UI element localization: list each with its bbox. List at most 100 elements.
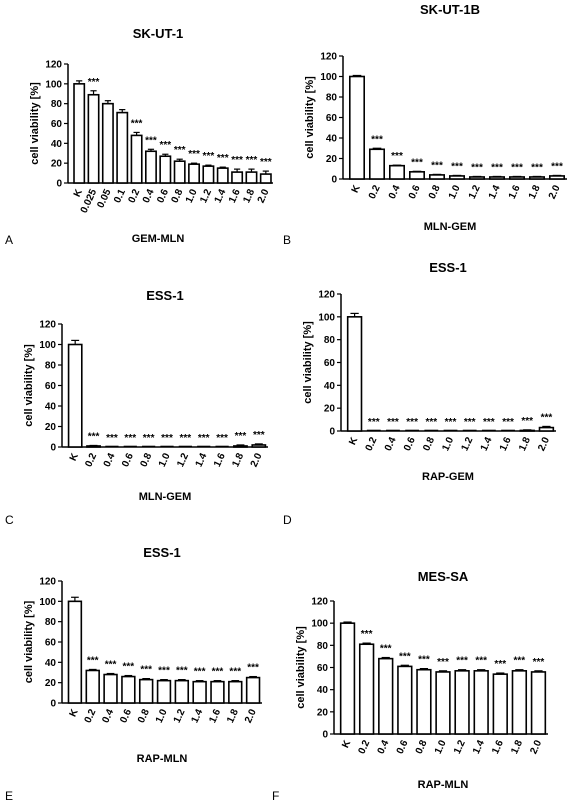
x-tick-label: 0.8 xyxy=(139,451,155,469)
bar-0.1 xyxy=(116,111,129,184)
x-tick-label: 0.4 xyxy=(141,187,157,205)
bar-1.0 xyxy=(156,679,172,704)
x-tick-label: 2.0 xyxy=(547,183,563,201)
panel-letter: F xyxy=(272,789,279,803)
bar-0.6 xyxy=(408,171,425,180)
bar-2.0 xyxy=(259,173,272,184)
x-tick-label: 0.4 xyxy=(387,183,403,201)
x-tick-label: 1.0 xyxy=(440,435,456,453)
x-axis-label: RAP-MLN xyxy=(418,779,469,791)
significance-label: *** xyxy=(451,161,463,172)
significance-label: *** xyxy=(180,433,192,444)
bar-2.0 xyxy=(251,444,267,448)
significance-label: *** xyxy=(158,666,170,677)
significance-label: *** xyxy=(231,155,243,166)
significance-label: *** xyxy=(131,118,143,129)
significance-label: *** xyxy=(198,433,210,444)
panel-letter: E xyxy=(5,789,13,803)
y-tick-label: 20 xyxy=(317,707,329,718)
chart-panel-d: ESS-1 0 20 40 60 80 100 120 cell viability [%] K *… xyxy=(283,260,556,527)
x-tick-label: 1.8 xyxy=(225,707,241,725)
x-axis-label: RAP-GEM xyxy=(422,471,474,483)
y-tick-label: 100 xyxy=(39,340,56,351)
y-axis-label: cell viability [%] xyxy=(23,600,35,683)
x-tick-label: 1.8 xyxy=(230,451,246,469)
bar-0.2 xyxy=(368,148,385,180)
bar-1.0 xyxy=(448,175,465,180)
chart-panel-e: ESS-1 0 20 40 60 80 100 120 cell viability [%] K *… xyxy=(5,545,262,803)
chart-panel-f: MES-SA 0 20 40 60 80 100 120 cell viability [%] K… xyxy=(272,569,548,803)
x-tick-label: 1.8 xyxy=(527,183,543,201)
y-tick-label: 40 xyxy=(51,139,63,150)
bar-0.8 xyxy=(416,668,432,735)
bar-1.6 xyxy=(231,171,244,184)
significance-label: *** xyxy=(217,153,229,164)
significance-label: *** xyxy=(399,651,411,662)
significance-label: *** xyxy=(246,155,258,166)
x-tick-label: 1.6 xyxy=(490,738,506,756)
bar-0.6 xyxy=(397,665,413,735)
y-tick-label: 80 xyxy=(51,99,63,110)
x-tick-label: 1.4 xyxy=(479,435,495,453)
chart-title: ESS-1 xyxy=(143,545,181,560)
bar-1.4 xyxy=(473,670,489,735)
bar-0.4 xyxy=(378,657,394,735)
x-tick-label: K xyxy=(347,435,360,447)
x-tick-label: 1.4 xyxy=(194,451,210,469)
x-tick-label: 1.4 xyxy=(471,738,487,756)
x-tick-label: 1.6 xyxy=(207,707,223,725)
bar-0.8 xyxy=(173,160,186,184)
x-tick-label: 2.0 xyxy=(249,451,265,469)
bar-0.2 xyxy=(86,445,101,448)
significance-label: *** xyxy=(87,655,99,666)
y-tick-label: 20 xyxy=(326,154,338,165)
bar-1.6 xyxy=(492,673,508,735)
significance-label: *** xyxy=(247,663,259,674)
y-tick-label: 80 xyxy=(45,617,57,628)
bar-1.2 xyxy=(202,165,215,184)
bar-1.6 xyxy=(210,680,225,704)
y-tick-label: 0 xyxy=(50,443,56,454)
chart-panel-b: SK-UT-1B 0 20 40 60 80 100 120 cell viability [%… xyxy=(283,2,567,247)
bar-2.0 xyxy=(548,175,565,180)
significance-label: *** xyxy=(253,430,265,441)
x-axis-label: MLN-GEM xyxy=(424,221,477,233)
x-tick-label: 1.6 xyxy=(227,187,243,205)
x-tick-label: 0.4 xyxy=(376,738,392,756)
y-tick-label: 120 xyxy=(45,60,62,71)
bar-1.8 xyxy=(228,680,243,704)
bar-1.8 xyxy=(528,176,545,180)
y-tick-label: 0 xyxy=(331,175,337,186)
bar-0.4 xyxy=(103,673,118,704)
bar-0.4 xyxy=(144,150,157,184)
bar-1.4 xyxy=(488,176,505,180)
significance-label: *** xyxy=(391,151,403,162)
x-tick-label: 0.2 xyxy=(357,738,373,756)
bar-1.2 xyxy=(468,176,485,180)
y-tick-label: 60 xyxy=(317,663,329,674)
x-tick-label: 1.6 xyxy=(507,183,523,201)
x-tick-label: 0.4 xyxy=(102,451,118,469)
y-tick-label: 80 xyxy=(317,641,329,652)
x-tick-label: 1.8 xyxy=(509,738,525,756)
x-tick-label: 1.4 xyxy=(213,187,229,205)
y-axis-label: cell viability [%] xyxy=(304,76,316,159)
bar-1.6 xyxy=(508,176,525,180)
bar-0.05 xyxy=(101,102,114,184)
bar-1.4 xyxy=(192,680,207,704)
significance-label: *** xyxy=(361,629,373,640)
y-tick-label: 100 xyxy=(39,597,56,608)
bar-1.2 xyxy=(454,670,470,735)
significance-label: *** xyxy=(511,162,523,173)
bar-2.0 xyxy=(530,671,547,735)
x-tick-label: 0.8 xyxy=(170,187,186,205)
significance-label: *** xyxy=(140,665,152,676)
significance-label: *** xyxy=(387,417,399,428)
chart-title: MES-SA xyxy=(418,569,469,584)
significance-label: *** xyxy=(406,417,418,428)
y-tick-label: 60 xyxy=(51,119,63,130)
x-tick-label: 1.0 xyxy=(433,738,449,756)
bar-1.0 xyxy=(435,671,451,735)
significance-label: *** xyxy=(425,417,437,428)
